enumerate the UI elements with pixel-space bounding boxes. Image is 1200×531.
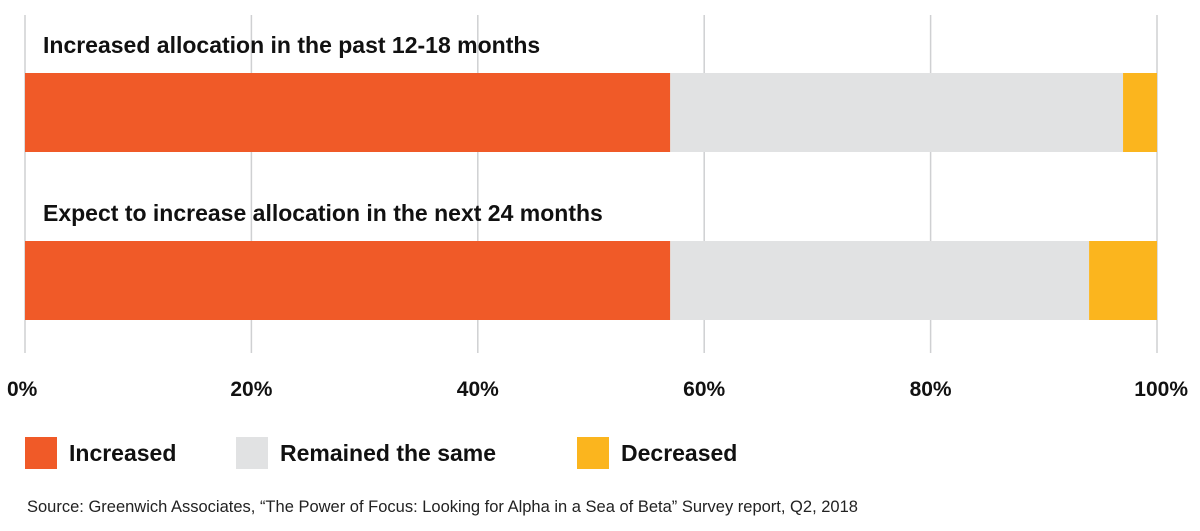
legend: Increased Remained the same Decreased — [25, 437, 737, 469]
legend-label-remained-the-same: Remained the same — [280, 439, 497, 466]
x-tick-label-0: 0% — [7, 378, 38, 401]
bar-increased-row-1 — [25, 73, 671, 152]
category-label-1: Increased allocation in the past 12-18 m… — [43, 32, 540, 58]
x-tick-label-100: 100% — [1134, 378, 1188, 401]
bar-decreased-row-2 — [1089, 241, 1157, 320]
stacked-bar-chart: Increased allocation in the past 12-18 m… — [7, 15, 1188, 401]
bar-remained-the-same-row-2 — [670, 241, 1090, 320]
bar-remained-the-same-row-1 — [670, 73, 1124, 152]
x-axis-ticks: 0% 20% 40% 60% 80% 100% — [7, 378, 1188, 401]
x-tick-label-60: 60% — [683, 378, 725, 401]
legend-swatch-increased — [25, 437, 57, 469]
x-tick-label-20: 20% — [230, 378, 272, 401]
legend-item-increased: Increased — [25, 437, 236, 469]
x-tick-label-80: 80% — [910, 378, 952, 401]
legend-item-decreased: Decreased — [577, 437, 737, 469]
bar-decreased-row-1 — [1123, 73, 1157, 152]
legend-label-decreased: Decreased — [621, 439, 738, 466]
source-note: Source: Greenwich Associates, “The Power… — [27, 498, 858, 516]
bar-increased-row-2 — [25, 241, 671, 320]
legend-swatch-decreased — [577, 437, 609, 469]
legend-label-increased: Increased — [69, 439, 177, 466]
x-tick-label-40: 40% — [457, 378, 499, 401]
legend-swatch-remained-the-same — [236, 437, 268, 469]
bars — [25, 73, 1157, 320]
category-labels: Increased allocation in the past 12-18 m… — [43, 32, 603, 226]
legend-item-remained-the-same: Remained the same — [236, 437, 577, 469]
category-label-2: Expect to increase allocation in the nex… — [43, 200, 603, 226]
